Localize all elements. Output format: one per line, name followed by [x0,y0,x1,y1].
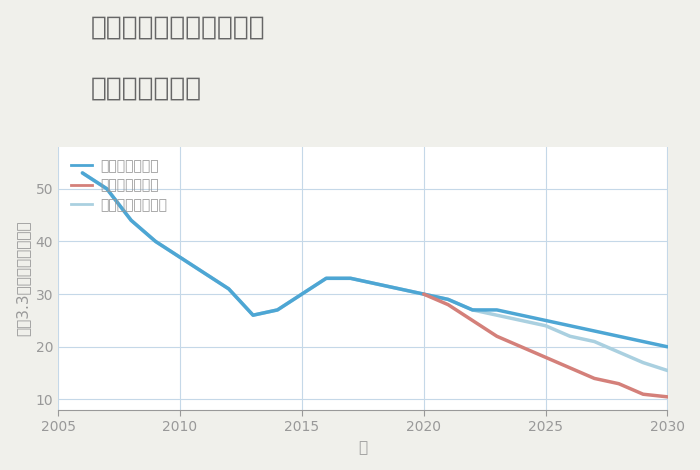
グッドシナリオ [273,307,281,313]
バッドシナリオ [639,392,648,397]
ノーマルシナリオ [225,286,233,292]
ノーマルシナリオ [78,170,87,176]
ノーマルシナリオ [444,297,452,302]
グッドシナリオ [493,307,501,313]
グッドシナリオ [541,318,550,323]
ノーマルシナリオ [517,318,526,323]
ノーマルシナリオ [468,307,477,313]
グッドシナリオ [176,254,184,260]
グッドシナリオ [371,281,379,286]
グッドシナリオ [468,307,477,313]
バッドシナリオ [541,354,550,360]
X-axis label: 年: 年 [358,440,368,455]
バッドシナリオ [419,291,428,297]
グッドシナリオ [346,275,355,281]
バッドシナリオ [517,344,526,350]
ノーマルシナリオ [273,307,281,313]
グッドシナリオ [127,218,135,223]
ノーマルシナリオ [371,281,379,286]
ノーマルシナリオ [566,333,574,339]
ノーマルシナリオ [298,291,306,297]
ノーマルシナリオ [615,349,623,355]
ノーマルシナリオ [395,286,403,292]
ノーマルシナリオ [103,186,111,192]
グッドシナリオ [103,186,111,192]
グッドシナリオ [249,313,258,318]
ノーマルシナリオ [346,275,355,281]
ノーマルシナリオ [541,323,550,329]
グッドシナリオ [517,313,526,318]
グッドシナリオ [664,344,672,350]
ノーマルシナリオ [200,270,209,276]
バッドシナリオ [444,302,452,307]
ノーマルシナリオ [493,313,501,318]
ノーマルシナリオ [176,254,184,260]
Line: グッドシナリオ: グッドシナリオ [83,173,668,347]
Line: バッドシナリオ: バッドシナリオ [424,294,668,397]
グッドシナリオ [322,275,330,281]
バッドシナリオ [468,318,477,323]
バッドシナリオ [664,394,672,399]
Line: ノーマルシナリオ: ノーマルシナリオ [83,173,668,370]
ノーマルシナリオ [419,291,428,297]
グッドシナリオ [298,291,306,297]
バッドシナリオ [566,365,574,371]
Text: 土地の価格推移: 土地の価格推移 [91,75,202,101]
ノーマルシナリオ [322,275,330,281]
グッドシナリオ [590,328,598,334]
ノーマルシナリオ [249,313,258,318]
ノーマルシナリオ [590,339,598,345]
グッドシナリオ [615,333,623,339]
ノーマルシナリオ [639,360,648,366]
グッドシナリオ [419,291,428,297]
グッドシナリオ [395,286,403,292]
グッドシナリオ [200,270,209,276]
Legend: グッドシナリオ, バッドシナリオ, ノーマルシナリオ: グッドシナリオ, バッドシナリオ, ノーマルシナリオ [71,159,167,212]
グッドシナリオ [151,239,160,244]
グッドシナリオ [225,286,233,292]
バッドシナリオ [493,333,501,339]
ノーマルシナリオ [127,218,135,223]
ノーマルシナリオ [151,239,160,244]
ノーマルシナリオ [664,368,672,373]
Text: 愛知県田原市東神戸町の: 愛知県田原市東神戸町の [91,14,265,40]
グッドシナリオ [78,170,87,176]
グッドシナリオ [639,339,648,345]
バッドシナリオ [590,376,598,381]
バッドシナリオ [615,381,623,386]
Y-axis label: 坪（3.3㎡）単価（万円）: 坪（3.3㎡）単価（万円） [15,220,30,336]
グッドシナリオ [444,297,452,302]
グッドシナリオ [566,323,574,329]
